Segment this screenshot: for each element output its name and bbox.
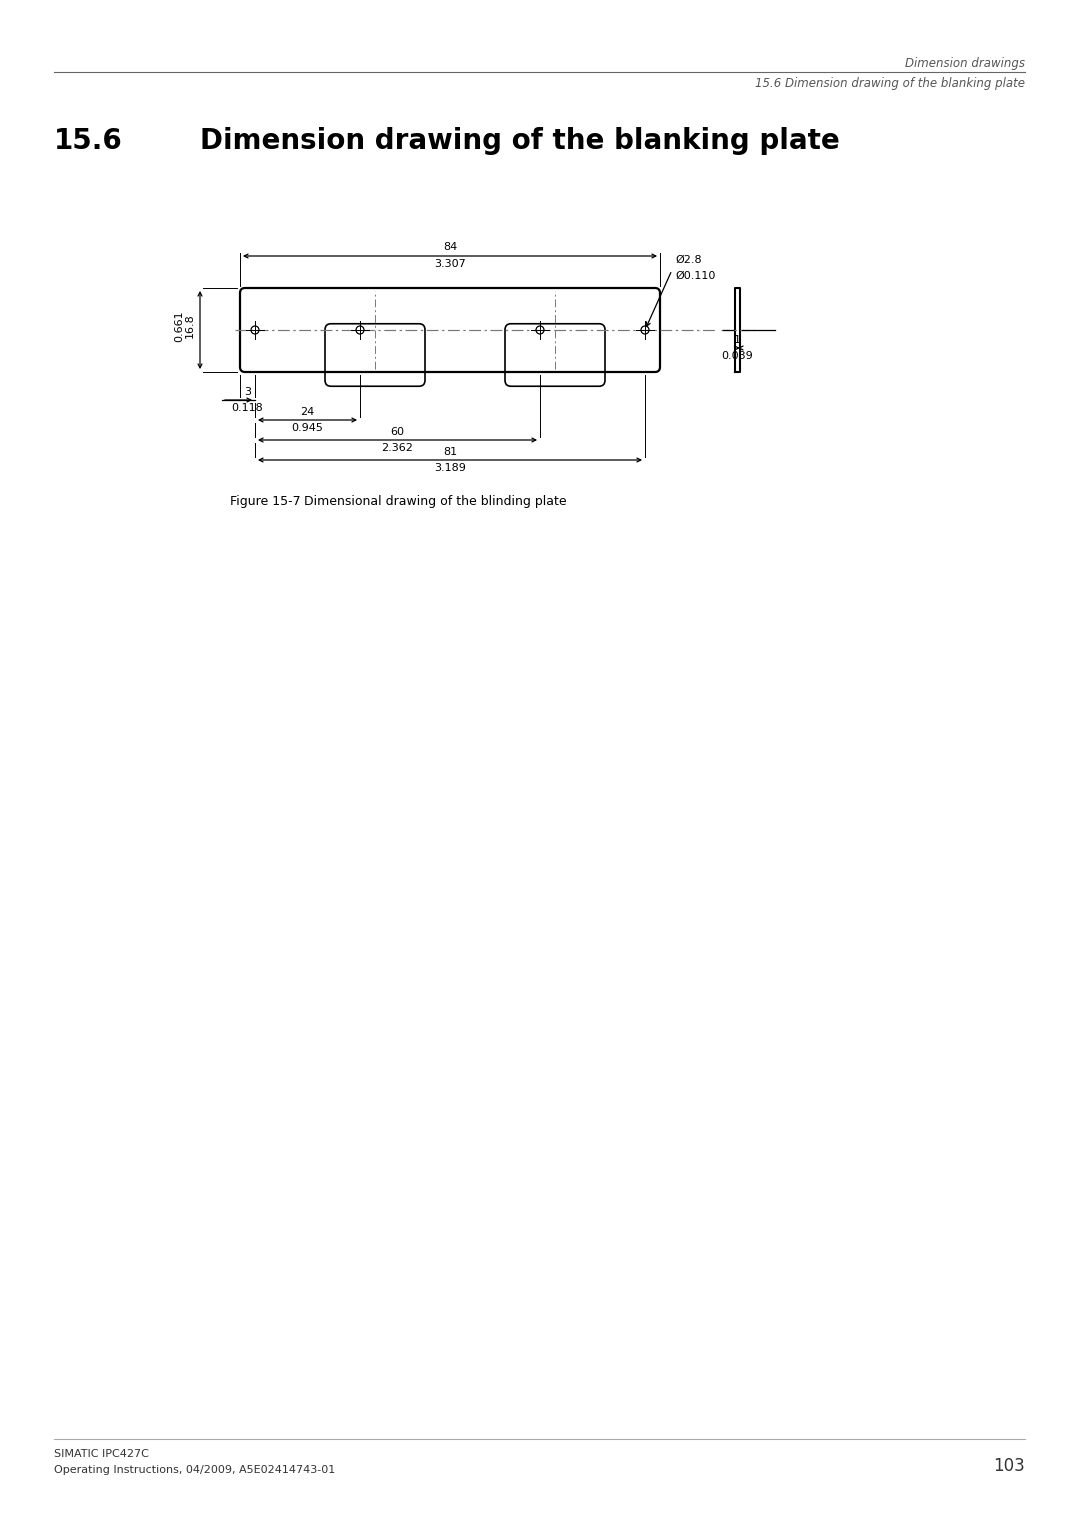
Text: 0.945: 0.945 [292, 423, 323, 434]
Text: 0.039: 0.039 [721, 351, 754, 360]
Text: 0.661: 0.661 [174, 310, 184, 342]
Text: 15.6: 15.6 [54, 127, 123, 156]
Text: Dimension drawings: Dimension drawings [905, 56, 1025, 70]
Text: Dimension drawing of the blanking plate: Dimension drawing of the blanking plate [200, 127, 840, 156]
Text: 24: 24 [300, 408, 314, 417]
Text: 0.118: 0.118 [231, 403, 264, 412]
Text: 16.8: 16.8 [185, 313, 195, 339]
Text: 1: 1 [734, 334, 741, 345]
Text: 60: 60 [391, 428, 405, 437]
Text: Figure 15-7: Figure 15-7 [230, 495, 300, 508]
Text: 15.6 Dimension drawing of the blanking plate: 15.6 Dimension drawing of the blanking p… [755, 76, 1025, 90]
Text: SIMATIC IPC427C: SIMATIC IPC427C [54, 1449, 149, 1458]
Text: 81: 81 [443, 447, 457, 457]
Text: Dimensional drawing of the blinding plate: Dimensional drawing of the blinding plat… [292, 495, 567, 508]
Text: 84: 84 [443, 241, 457, 252]
Text: 2.362: 2.362 [381, 443, 414, 454]
Text: Ø0.110: Ø0.110 [675, 270, 715, 281]
Text: 3.189: 3.189 [434, 463, 465, 473]
Text: 3: 3 [244, 386, 251, 397]
Text: Ø2.8: Ø2.8 [675, 255, 702, 266]
Text: 103: 103 [994, 1457, 1025, 1475]
Text: Operating Instructions, 04/2009, A5E02414743-01: Operating Instructions, 04/2009, A5E0241… [54, 1464, 335, 1475]
Text: 3.307: 3.307 [434, 260, 465, 269]
